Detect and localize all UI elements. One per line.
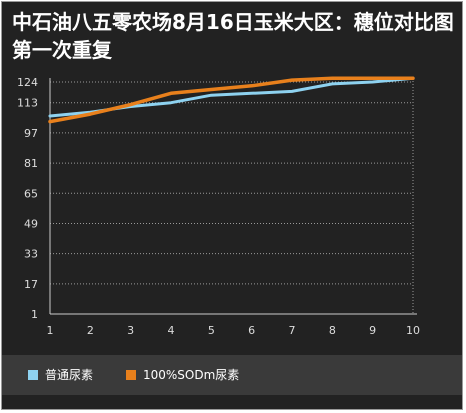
tick-labels: 1 17 33 49 65 81 97 113 124 1 2 3 4 5 6 7 8 9 10 [17,76,420,337]
x-tick-label: 8 [329,324,336,337]
chart-canvas: 1 17 33 49 65 81 97 113 124 1 2 3 4 5 6 7 8 9 10 [17,76,420,337]
x-tick-label: 1 [47,324,54,337]
x-tick-label: 5 [208,324,215,337]
y-tick-label: 17 [24,278,38,291]
legend-swatch [28,370,38,380]
legend: 普通尿素 100%SODm尿素 [2,355,462,395]
x-tick-label: 4 [168,324,175,337]
y-tick-label: 113 [17,97,38,110]
x-tick-label: 3 [127,324,134,337]
chart-title: 中石油八五零农场8月16日玉米大区：穗位对比图第一次重复 [12,10,454,62]
y-tick-label: 81 [24,157,38,170]
y-tick-label: 97 [24,127,38,140]
x-tick-label: 9 [369,324,376,337]
y-tick-label: 124 [17,76,38,89]
legend-label: 100%SODm尿素 [143,368,240,382]
series-lines [48,76,415,124]
series-line-2 [48,76,415,124]
y-tick-label: 33 [24,248,38,261]
legend-label: 普通尿素 [45,368,94,382]
y-tick-label: 1 [31,308,38,321]
grid-lines [50,78,414,314]
legend-item-series-2[interactable]: 100%SODm尿素 [126,367,239,383]
y-tick-label: 65 [24,187,38,200]
legend-item-series-1[interactable]: 普通尿素 [28,367,93,383]
y-tick-label: 49 [24,217,38,230]
x-tick-label: 6 [248,324,255,337]
legend-swatch [126,370,136,380]
x-tick-label: 2 [87,324,94,337]
x-tick-label: 10 [406,324,420,337]
x-tick-label: 7 [289,324,296,337]
axes [49,78,417,315]
